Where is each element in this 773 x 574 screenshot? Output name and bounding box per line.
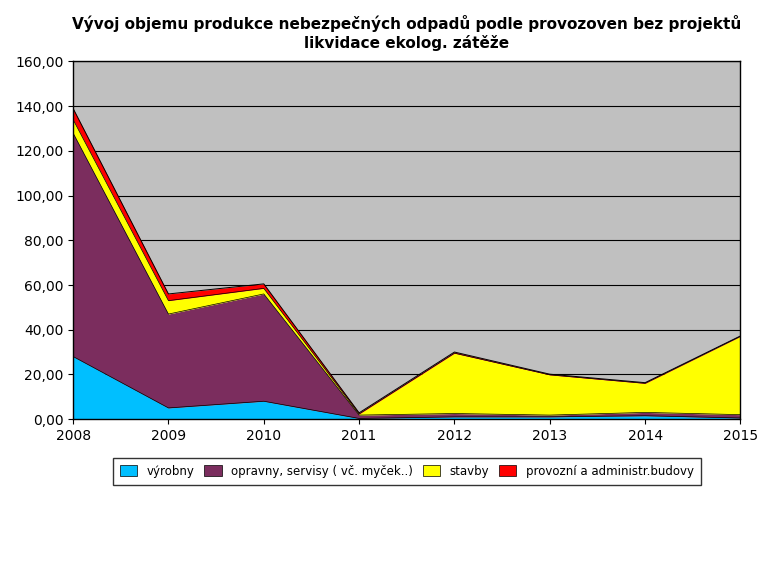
Legend: výrobny, opravny, servisy ( vč. myček..), stavby, provozní a administr.budovy: výrobny, opravny, servisy ( vč. myček..)… — [113, 457, 701, 484]
Title: Vývoj objemu produkce nebezpečných odpadů podle provozoven bez projektů
likvidac: Vývoj objemu produkce nebezpečných odpad… — [72, 15, 741, 51]
